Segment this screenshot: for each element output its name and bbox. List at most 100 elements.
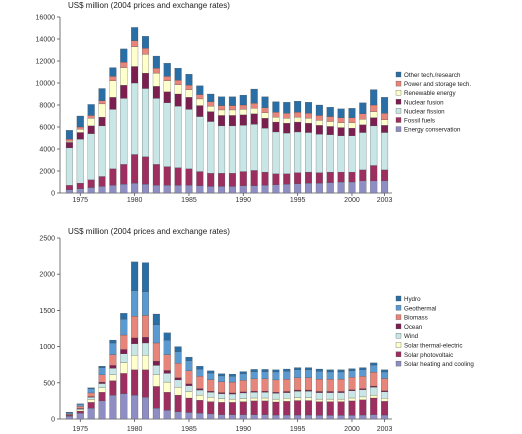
bar-segment-2001 [359,389,367,398]
bar-segment-1987 [207,186,215,194]
bar-segment-1982 [152,360,160,366]
x-tick-label: 1985 [181,197,197,204]
bar-segment-1993 [272,112,280,118]
bar-segment-1975 [76,126,84,130]
bar-segment-1991 [250,124,258,171]
bar-segment-1998 [326,116,334,122]
bar-segment-1978 [109,339,117,344]
bar-segment-1974 [65,415,73,420]
bar-segment-1985 [185,89,193,98]
bar-segment-1990 [239,414,247,420]
bar-segment-1985 [185,356,193,361]
bar-segment-2003 [381,414,389,420]
bar-segment-1982 [152,72,160,87]
bar-segment-1981 [142,48,149,55]
bar-segment-1999 [337,379,345,392]
bar-segment-1992 [261,392,269,399]
bar-segment-1984 [174,363,182,378]
bar-segment-1996 [305,391,312,398]
bar-segment-1993 [272,398,280,403]
bar-segment-2001 [359,113,367,120]
bar-segment-1977 [98,387,106,393]
bar-segment-1984 [174,411,182,420]
bar-segment-2003 [381,169,389,182]
bar-segment-1995 [294,391,302,398]
bar-segment-1975 [76,413,84,420]
bar-segment-1984 [174,167,182,186]
bar-segment-1979 [120,85,128,99]
legend-swatch [395,305,402,311]
bar-segment-1995 [294,112,302,118]
bar-segment-1987 [207,413,215,420]
bar-segment-1991 [250,414,258,420]
bar-segment-1985 [185,385,193,392]
legend-label: Solar heating and cooling [404,361,474,368]
bar-segment-1991 [250,378,258,392]
bar-segment-1984 [174,68,182,81]
y-tick-label: 14000 [36,37,56,44]
bar-segment-1999 [337,398,345,402]
bar-segment-1975 [76,404,84,407]
y-tick-label: 1000 [39,344,55,351]
y-tick-label: 2000 [39,272,55,279]
x-tick-label: 1980 [127,426,143,433]
bar-segment-1994 [283,379,291,392]
bar-segment-1984 [174,105,182,168]
bar-segment-2002 [370,117,378,127]
bar-segment-1978 [109,394,117,420]
bar-segment-2000 [348,400,356,416]
bar-segment-1981 [142,315,149,338]
bar-segment-2003 [381,119,389,126]
bar-segment-1982 [152,386,160,409]
bar-segment-1977 [98,381,106,384]
bar-segment-1982 [152,342,160,362]
bar-segment-1995 [294,367,302,370]
bar-segment-1977 [98,176,106,187]
bar-segment-1987 [207,379,215,392]
bar-segment-1993 [272,101,280,113]
bar-segment-1974 [65,185,73,190]
bar-segment-1978 [109,365,117,369]
bar-segment-1990 [239,171,247,186]
legend-label: Ocean [404,324,423,331]
bar-segment-1985 [185,168,193,186]
y-tick-label: 2500 [39,236,55,243]
bar-segment-1983 [163,381,171,393]
bar-segment-1988 [218,115,226,127]
bar-segment-1981 [142,72,149,89]
bar-segment-1997 [315,134,323,173]
bar-segment-1979 [120,67,128,86]
bar-segment-1981 [142,369,149,398]
bar-segment-1976 [87,133,95,180]
bar-segment-1975 [76,182,84,189]
bar-segment-1994 [283,371,291,380]
bar-segment-1997 [315,401,323,416]
bar-segment-2002 [370,165,378,182]
bar-segment-2002 [370,180,378,194]
bar-segment-1992 [261,371,269,379]
bar-segment-1984 [174,185,182,194]
bar-segment-1987 [207,397,215,402]
bar-segment-1982 [152,408,160,420]
bar-segment-1978 [109,185,117,194]
bar-segment-1999 [337,371,345,380]
bar-segment-1983 [163,76,171,81]
bar-segment-1978 [109,76,117,81]
bar-segment-1992 [261,414,269,420]
bar-segment-1998 [326,121,334,127]
bar-segment-1987 [207,101,215,107]
bar-segment-2000 [348,171,356,183]
bar-segment-1999 [337,117,345,123]
bar-segment-1983 [163,370,171,374]
legend-label: Nuclear fission [404,108,445,115]
bar-segment-1997 [315,182,323,194]
bar-segment-2001 [359,180,367,194]
bar-segment-1999 [337,171,345,183]
bar-segment-2001 [359,124,367,133]
x-tick-label: 1975 [73,426,89,433]
bar-segment-1989 [228,402,236,415]
bar-segment-1991 [250,392,258,399]
bar-segment-1986 [196,98,204,106]
bar-segment-1983 [163,410,171,420]
bar-segment-1980 [131,290,139,317]
